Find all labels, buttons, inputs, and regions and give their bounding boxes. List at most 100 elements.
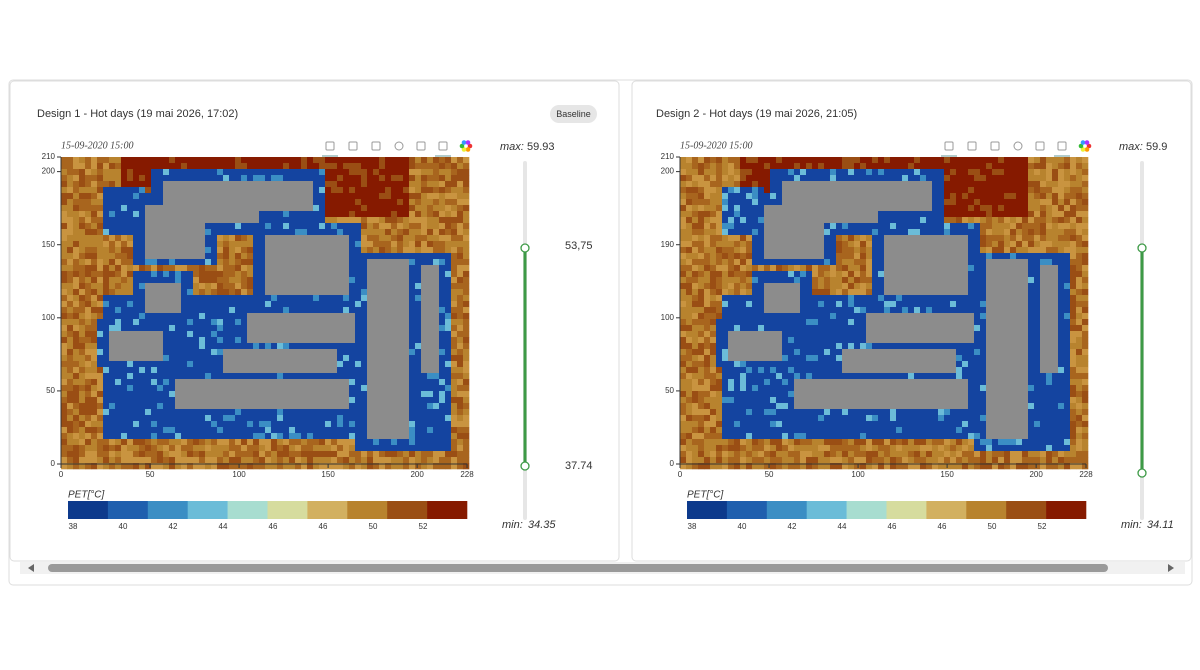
heat-cell <box>415 367 422 374</box>
tool-icon[interactable] <box>371 141 381 151</box>
heat-cell <box>259 157 266 164</box>
heat-cell <box>463 397 470 404</box>
heat-cell <box>403 433 410 440</box>
tool-icon[interactable] <box>944 141 954 151</box>
color-icon[interactable] <box>465 147 471 152</box>
heat-cell <box>878 253 885 260</box>
heat-cell <box>265 217 272 224</box>
heat-cell <box>355 433 362 440</box>
heat-cell <box>73 169 80 176</box>
heat-cell <box>247 199 254 206</box>
tool-icon[interactable] <box>1013 141 1023 151</box>
heat-cell <box>79 349 86 356</box>
heat-cell <box>463 175 470 182</box>
heat-cell <box>223 295 230 302</box>
heat-cell <box>97 319 104 326</box>
heat-cell <box>704 187 711 194</box>
heat-cell <box>199 343 206 350</box>
color-icon[interactable] <box>1080 140 1086 145</box>
color-icon[interactable] <box>1078 143 1084 149</box>
heat-cell <box>433 211 440 218</box>
heat-cell <box>836 199 843 206</box>
heat-cell <box>722 265 729 272</box>
heat-cell <box>343 247 350 254</box>
tool-icon[interactable] <box>967 141 977 151</box>
heat-cell <box>403 391 410 398</box>
tool-icon[interactable] <box>1057 141 1067 151</box>
heat-cell <box>313 445 320 452</box>
heat-cell <box>301 169 308 176</box>
heat-cell <box>1070 157 1077 164</box>
heat-cell <box>373 397 380 404</box>
heat-cell <box>397 271 404 278</box>
heat-cell <box>211 421 218 428</box>
heat-cell <box>806 199 813 206</box>
heat-cell <box>211 223 218 230</box>
color-icon[interactable] <box>1084 140 1090 145</box>
scroll-left[interactable] <box>28 564 34 572</box>
heat-cell <box>187 421 194 428</box>
color-icon[interactable] <box>459 143 465 149</box>
scrollbar-thumb[interactable] <box>48 564 1108 572</box>
heat-cell <box>289 319 296 326</box>
heat-cell <box>319 337 326 344</box>
heat-cell <box>133 349 140 356</box>
heat-cell <box>115 241 122 248</box>
heat-cell <box>445 283 452 290</box>
heat-cell <box>391 169 398 176</box>
heat-cell <box>133 181 140 188</box>
color-icon[interactable] <box>1080 147 1086 152</box>
heat-cell <box>73 433 80 440</box>
heat-cell <box>205 367 212 374</box>
heat-cell <box>842 163 849 170</box>
color-icon[interactable] <box>461 140 467 145</box>
tool-icon[interactable] <box>348 141 358 151</box>
heat-cell <box>265 373 272 380</box>
heat-cell <box>1034 259 1041 266</box>
color-icon[interactable] <box>465 140 471 145</box>
lower-value: 37.74 <box>565 460 593 472</box>
slider-handle[interactable] <box>520 243 530 253</box>
heat-cell <box>295 271 302 278</box>
heat-cell <box>932 247 939 254</box>
tool-icon[interactable] <box>990 141 1000 151</box>
heat-cell <box>349 175 356 182</box>
scroll-right[interactable] <box>1168 564 1174 572</box>
slider-handle[interactable] <box>520 461 530 471</box>
heat-cell <box>313 463 320 470</box>
heat-cell <box>974 211 981 218</box>
tool-icon[interactable] <box>416 141 426 151</box>
tool-icon[interactable] <box>438 141 448 151</box>
heat-cell <box>127 163 134 170</box>
heat-cell <box>277 439 284 446</box>
heat-cell <box>956 199 963 206</box>
color-icon[interactable] <box>1086 143 1092 149</box>
heat-cell <box>427 325 434 332</box>
heat-cell <box>379 277 386 284</box>
heat-cell <box>217 397 224 404</box>
heat-cell <box>127 319 134 326</box>
heat-cell <box>812 259 819 266</box>
tool-icon[interactable] <box>325 141 335 151</box>
heat-cell <box>1028 181 1035 188</box>
heat-cell <box>115 289 122 296</box>
heat-cell <box>307 169 314 176</box>
heat-cell <box>421 343 428 350</box>
heat-cell <box>373 439 380 446</box>
heat-cell <box>253 265 260 272</box>
heat-cell <box>307 253 314 260</box>
heat-cell <box>734 217 741 224</box>
heat-cell <box>259 181 266 188</box>
color-icon[interactable] <box>1084 147 1090 152</box>
heat-cell <box>752 259 759 266</box>
color-icon[interactable] <box>461 147 467 152</box>
heat-cell <box>241 403 248 410</box>
tool-icon[interactable] <box>394 141 404 151</box>
heat-cell <box>91 313 98 320</box>
heat-cell <box>854 217 861 224</box>
heat-cell <box>866 205 873 212</box>
heat-cell <box>980 169 987 176</box>
tool-icon[interactable] <box>1035 141 1045 151</box>
color-icon[interactable] <box>467 143 473 149</box>
heat-cell <box>139 205 146 212</box>
